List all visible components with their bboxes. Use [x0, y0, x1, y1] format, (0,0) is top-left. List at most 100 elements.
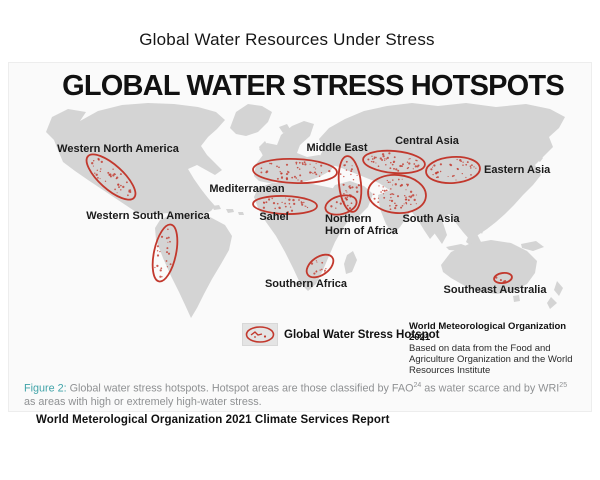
hotspot-ellipse-northern-horn-of-africa [324, 194, 358, 216]
stress-dot [309, 163, 311, 165]
stress-dot [324, 269, 326, 272]
stress-dot [100, 168, 102, 170]
stress-dot [401, 204, 404, 207]
attribution-line: Based on data from the Food and [409, 343, 551, 354]
stress-dot [125, 181, 128, 184]
stress-dot [351, 165, 353, 167]
figure-caption: Figure 2: Global water stress hotspots. … [24, 379, 580, 410]
stress-dot [94, 172, 96, 174]
page-footer: World Meterological Organization 2021 Cl… [36, 414, 390, 426]
stress-dot [312, 172, 314, 174]
stress-dot [409, 157, 411, 160]
stress-dot [320, 172, 323, 174]
stress-dot [166, 247, 169, 250]
stress-dot [393, 156, 396, 159]
stress-dot [159, 275, 162, 278]
stress-dot [159, 269, 162, 272]
stress-dot [379, 157, 382, 160]
stress-dot [118, 186, 120, 189]
stress-dot [381, 153, 385, 156]
page-title: Global Water Resources Under Stress [139, 30, 435, 49]
hotspot-label-southeast-australia: Southeast Australia [444, 284, 548, 296]
landmass [259, 141, 269, 156]
stress-dot [416, 160, 418, 162]
stress-dot [397, 169, 400, 172]
stress-dot [357, 184, 361, 187]
stress-dot [276, 202, 279, 205]
stress-dot [315, 270, 318, 273]
stress-dot [414, 165, 417, 168]
stress-dot [120, 184, 122, 187]
stress-dot [159, 250, 161, 253]
stress-dot [391, 192, 394, 195]
hotspot-ellipse-southeast-australia [493, 271, 513, 285]
hotspot-ellipse-central-asia [362, 149, 426, 175]
stress-dot [439, 170, 442, 173]
hotspot-label-middle-east: Middle East [306, 142, 367, 154]
stress-dot [335, 201, 338, 204]
stress-dot [447, 175, 449, 178]
stress-dot [315, 260, 318, 262]
stress-dot [395, 168, 398, 171]
stress-dot [109, 173, 112, 176]
hotspot-ellipse-icon [242, 323, 278, 346]
stress-dot [296, 167, 298, 169]
stress-dot [401, 178, 403, 180]
landmass [524, 161, 536, 184]
stress-dot [389, 204, 391, 207]
landmass [254, 121, 337, 184]
stress-dot [390, 199, 394, 203]
landmass [46, 103, 225, 219]
hotspot-label-south-asia: South Asia [402, 213, 460, 225]
stress-dot [107, 171, 110, 174]
stress-dot [392, 161, 395, 164]
stress-dot [330, 205, 333, 208]
stress-dot [310, 262, 314, 265]
stress-dot [278, 206, 281, 209]
stress-dot [409, 190, 413, 193]
stress-dot [99, 170, 101, 173]
figure-caption-label: Figure 2: [24, 382, 67, 395]
hotspot-label-western-north-america: Western North America [57, 143, 180, 155]
stress-dot [405, 196, 407, 199]
stress-dot [167, 252, 171, 255]
stress-dot [389, 208, 392, 211]
stress-dot [269, 162, 271, 165]
stress-dot [114, 173, 117, 176]
stress-dot [400, 206, 403, 209]
stress-dot [154, 266, 156, 269]
stress-dot [386, 156, 389, 160]
stress-dot [403, 203, 405, 205]
stress-dot [373, 197, 376, 200]
stress-dot [274, 207, 277, 210]
landmass [331, 181, 373, 222]
stress-dot [272, 201, 276, 205]
figure-caption-text: as areas with high or extremely high-wat… [24, 396, 262, 409]
stress-dot [453, 174, 455, 177]
stress-dot [341, 200, 344, 202]
stress-dot [412, 168, 414, 170]
stress-dot [339, 202, 342, 205]
stress-dot [305, 205, 307, 207]
stress-dot [348, 207, 352, 210]
stress-dot [306, 206, 309, 209]
stress-dot [321, 268, 323, 271]
stress-dot [462, 164, 464, 166]
stress-dot [285, 197, 287, 199]
stress-dot [370, 160, 373, 163]
stress-dot [156, 245, 159, 248]
stress-dot [390, 196, 392, 199]
stress-dot [114, 188, 116, 191]
stress-dot [345, 160, 348, 163]
stress-dot [286, 211, 289, 214]
stress-dot [276, 177, 279, 180]
stress-dot [401, 165, 403, 168]
stress-dot [387, 181, 390, 184]
stress-dot [315, 173, 318, 176]
stress-dot [405, 201, 407, 204]
stress-dot [383, 189, 386, 192]
stress-dot [270, 162, 273, 165]
stress-dot [430, 168, 433, 171]
stress-dot [389, 167, 392, 170]
figure-heading: GLOBAL WATER STRESS HOTSPOTS [62, 70, 565, 102]
